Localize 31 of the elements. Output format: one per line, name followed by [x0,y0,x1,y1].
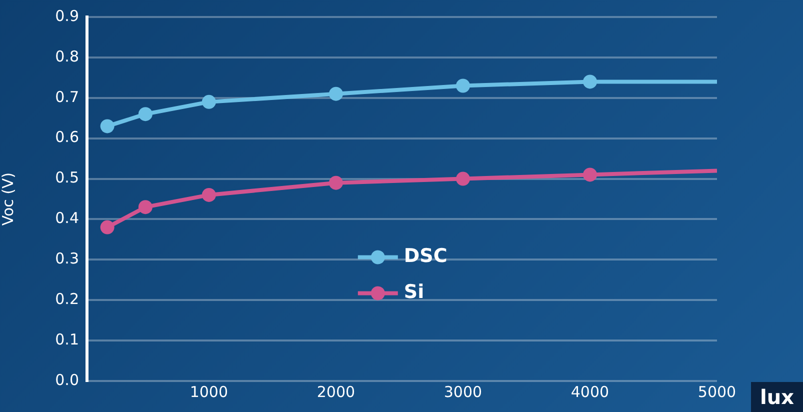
point [328,176,343,190]
x-tick-label: 5000 [698,382,736,401]
y-tick-label: 0.0 [55,370,79,389]
y-tick-label: 0.7 [55,88,79,106]
point [582,74,597,89]
y-tick-label: 0.4 [55,209,79,228]
y-axis-title: Voc (V) [0,172,17,226]
y-tick-label: 0.8 [55,47,79,66]
point [100,220,114,234]
point [202,94,216,109]
point [100,119,114,134]
point [202,188,216,202]
y-tick-label: 0.5 [55,168,79,187]
y-tick-label: 0.2 [55,290,79,308]
legend-label: DSC [404,245,448,268]
legend-label: Si [404,281,424,304]
x-tick-label: 1000 [190,382,228,401]
y-tick-label: 0.9 [55,6,79,25]
point [582,168,597,182]
point [138,107,152,122]
point [328,86,343,101]
point [456,78,470,93]
x-tick-label: 4000 [570,382,610,401]
y-tick-label: 0.3 [55,250,79,268]
y-tick-label: 0.6 [55,128,79,146]
x-axis-title: lux [751,382,803,412]
point [138,200,152,214]
point [456,172,470,186]
x-tick-label: 3000 [444,382,482,401]
x-tick-label: 2000 [316,382,356,401]
y-tick-label: 0.1 [55,330,79,348]
